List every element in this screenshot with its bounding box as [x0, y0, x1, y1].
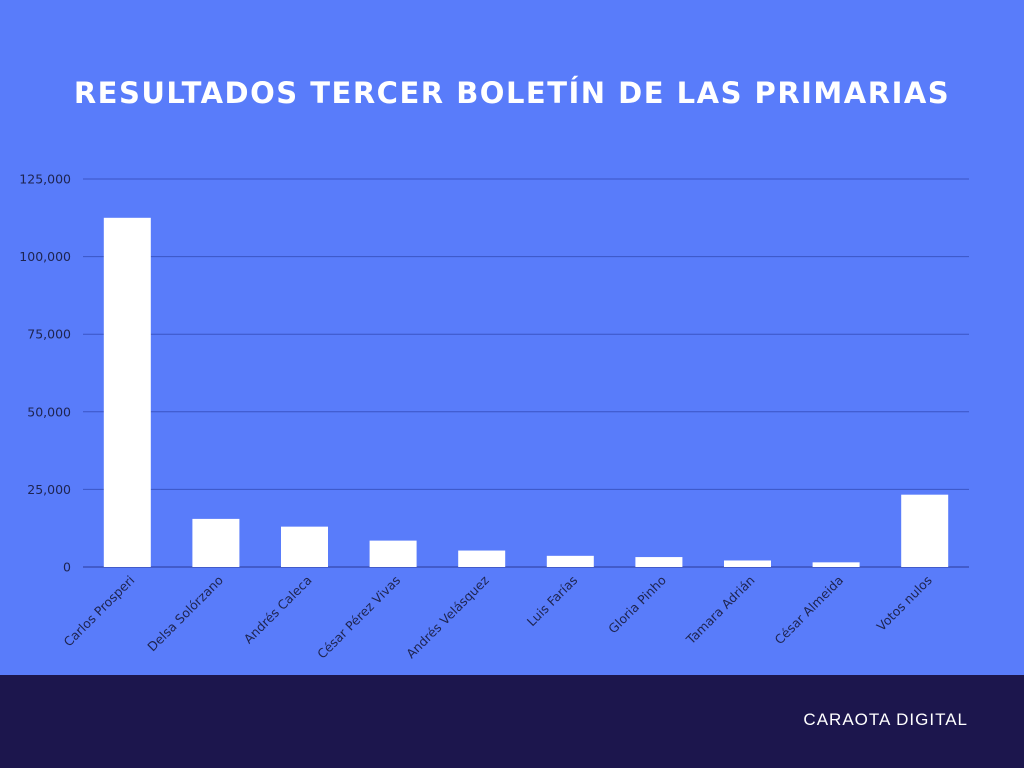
bar	[458, 550, 506, 567]
x-tick-label: Andrés Caleca	[241, 573, 315, 647]
y-tick-label: 125,000	[19, 172, 71, 187]
footer-bar: CARAOTA DIGITAL	[0, 675, 1024, 768]
bar	[369, 540, 417, 567]
bar	[192, 518, 240, 567]
chart-title: RESULTADOS TERCER BOLETÍN DE LAS PRIMARI…	[73, 76, 951, 110]
x-tick-label: César Pérez Vivas	[314, 573, 403, 662]
brand-label: CARAOTA DIGITAL	[803, 710, 968, 729]
bar	[812, 562, 860, 567]
x-tick-label: Luis Farías	[524, 573, 581, 630]
x-tick-label: Tamara Adrián	[682, 573, 757, 648]
chart-panel: RESULTADOS TERCER BOLETÍN DE LAS PRIMARI…	[0, 0, 1024, 675]
bar	[103, 217, 151, 568]
y-tick-label: 0	[63, 560, 71, 575]
y-tick-label: 100,000	[19, 249, 71, 264]
y-tick-label: 75,000	[27, 327, 71, 342]
bar	[281, 526, 328, 567]
y-tick-label: 50,000	[27, 404, 71, 419]
x-tick-label: Carlos Prosperi	[61, 573, 138, 650]
bar	[901, 494, 949, 567]
x-tick-label: Andrés Velásquez	[403, 572, 492, 661]
x-tick-label: Delsa Solórzano	[144, 573, 226, 655]
bar	[546, 555, 594, 567]
bar	[635, 557, 683, 567]
bar-chart: 0 25,000 50,000 75,000 100,000 125,000 Carlos …	[19, 172, 969, 662]
x-tick-label: Votos nulos	[873, 573, 934, 634]
bar	[724, 560, 771, 567]
y-tick-label: 25,000	[27, 482, 71, 497]
x-tick-label: Gloria Pinho	[605, 573, 669, 637]
x-tick-label: César Almeida	[772, 573, 847, 648]
